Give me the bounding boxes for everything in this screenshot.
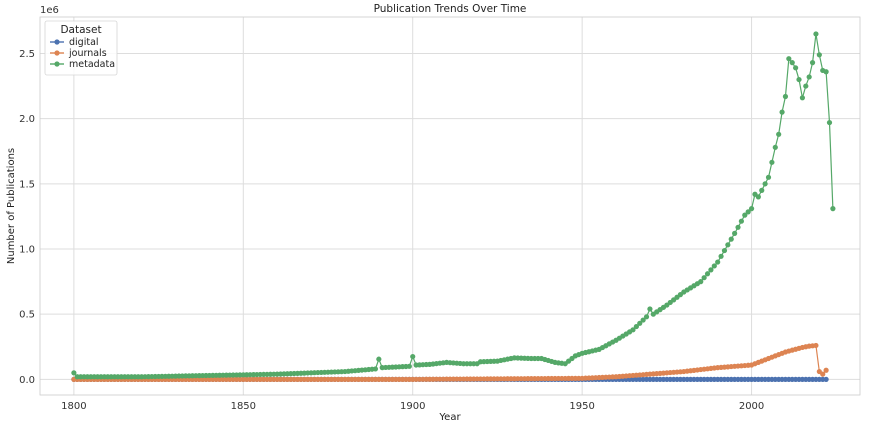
y-axis-label: Number of Publications (6, 148, 17, 264)
legend-label: journals (68, 48, 107, 59)
series-metadata (71, 31, 836, 380)
data-point-metadata (725, 242, 731, 248)
data-point-metadata (647, 306, 653, 312)
data-point-metadata (748, 206, 755, 212)
legend-label: digital (69, 37, 99, 48)
data-point-metadata (410, 353, 416, 360)
x-tick-label: 1950 (569, 401, 594, 412)
data-point-metadata (745, 209, 751, 215)
data-point-metadata (813, 31, 819, 37)
legend-box (44, 20, 118, 76)
data-point-metadata (643, 314, 650, 320)
data-point-metadata (759, 187, 765, 193)
data-point-metadata (826, 119, 833, 126)
legend-entry-digital: digital (50, 37, 99, 48)
series-layer (71, 31, 836, 382)
legend-marker (54, 61, 60, 67)
data-point-metadata (823, 69, 829, 75)
legend-marker (54, 50, 60, 56)
data-point-metadata (816, 52, 822, 58)
data-point-metadata (704, 271, 711, 277)
legend-title: Dataset (60, 24, 101, 36)
data-point-metadata (711, 263, 717, 269)
data-point-metadata (765, 174, 772, 180)
data-point-metadata (376, 356, 382, 362)
data-point-metadata (779, 109, 785, 115)
data-point-metadata (742, 212, 748, 218)
y-offset-label: 1e6 (40, 5, 59, 16)
data-point-metadata (633, 323, 639, 330)
data-point-metadata (698, 279, 704, 285)
x-tick-label: 2000 (739, 401, 764, 412)
x-tick-label: 1900 (400, 401, 425, 412)
y-tick-label: 1.0 (19, 245, 35, 256)
data-point-digital (823, 376, 829, 382)
data-point-metadata (803, 83, 809, 89)
series-line-metadata (73, 33, 834, 378)
data-point-journals (813, 342, 819, 349)
data-point-metadata (772, 144, 778, 150)
data-point-metadata (755, 194, 761, 200)
data-point-metadata (806, 74, 812, 80)
data-point-journals (823, 367, 829, 373)
data-point-metadata (701, 275, 707, 281)
data-point-metadata (715, 259, 721, 265)
data-point-metadata (776, 131, 782, 137)
data-point-metadata (718, 253, 724, 259)
y-axis-ticks: 0.0 0.5 1.0 1.5 2.0 2.5 (19, 49, 35, 386)
data-point-metadata (708, 267, 714, 273)
data-point-metadata (71, 370, 77, 376)
data-point-metadata (796, 76, 802, 83)
legend-label: metadata (69, 59, 115, 70)
data-point-metadata (728, 236, 734, 242)
grid (40, 17, 860, 395)
x-tick-label: 1850 (231, 401, 256, 412)
data-point-metadata (830, 206, 836, 212)
data-point-metadata (735, 224, 741, 230)
data-point-metadata (793, 65, 799, 71)
data-point-metadata (406, 363, 412, 369)
y-tick-label: 2.0 (19, 114, 35, 125)
data-point-metadata (786, 56, 792, 62)
data-point-metadata (630, 327, 636, 333)
y-tick-label: 0.0 (19, 375, 35, 386)
plot-frame (39, 16, 861, 396)
legend-entry-metadata: metadata (50, 59, 115, 70)
data-point-metadata (640, 317, 646, 323)
data-point-metadata (637, 320, 643, 326)
legend-entry-journals: journals (50, 48, 107, 59)
data-point-metadata (769, 159, 775, 165)
legend-marker (54, 39, 60, 45)
data-point-journals (820, 371, 826, 377)
data-point-metadata (799, 95, 806, 101)
chart-title: Publication Trends Over Time (374, 3, 527, 15)
data-point-metadata (721, 247, 728, 254)
x-tick-label: 1800 (61, 401, 86, 412)
data-point-metadata (738, 218, 745, 224)
y-tick-label: 2.5 (19, 49, 35, 60)
data-point-metadata (789, 60, 795, 66)
data-point-metadata (782, 93, 789, 100)
y-tick-label: 1.5 (19, 179, 35, 190)
data-point-metadata (372, 366, 379, 372)
data-point-metadata (809, 60, 816, 66)
y-tick-label: 0.5 (19, 310, 35, 321)
data-point-metadata (732, 230, 738, 236)
x-axis-ticks: 1800 1850 1900 1950 2000 (61, 401, 764, 412)
data-point-metadata (762, 181, 768, 187)
x-axis-label: Year (438, 412, 461, 423)
